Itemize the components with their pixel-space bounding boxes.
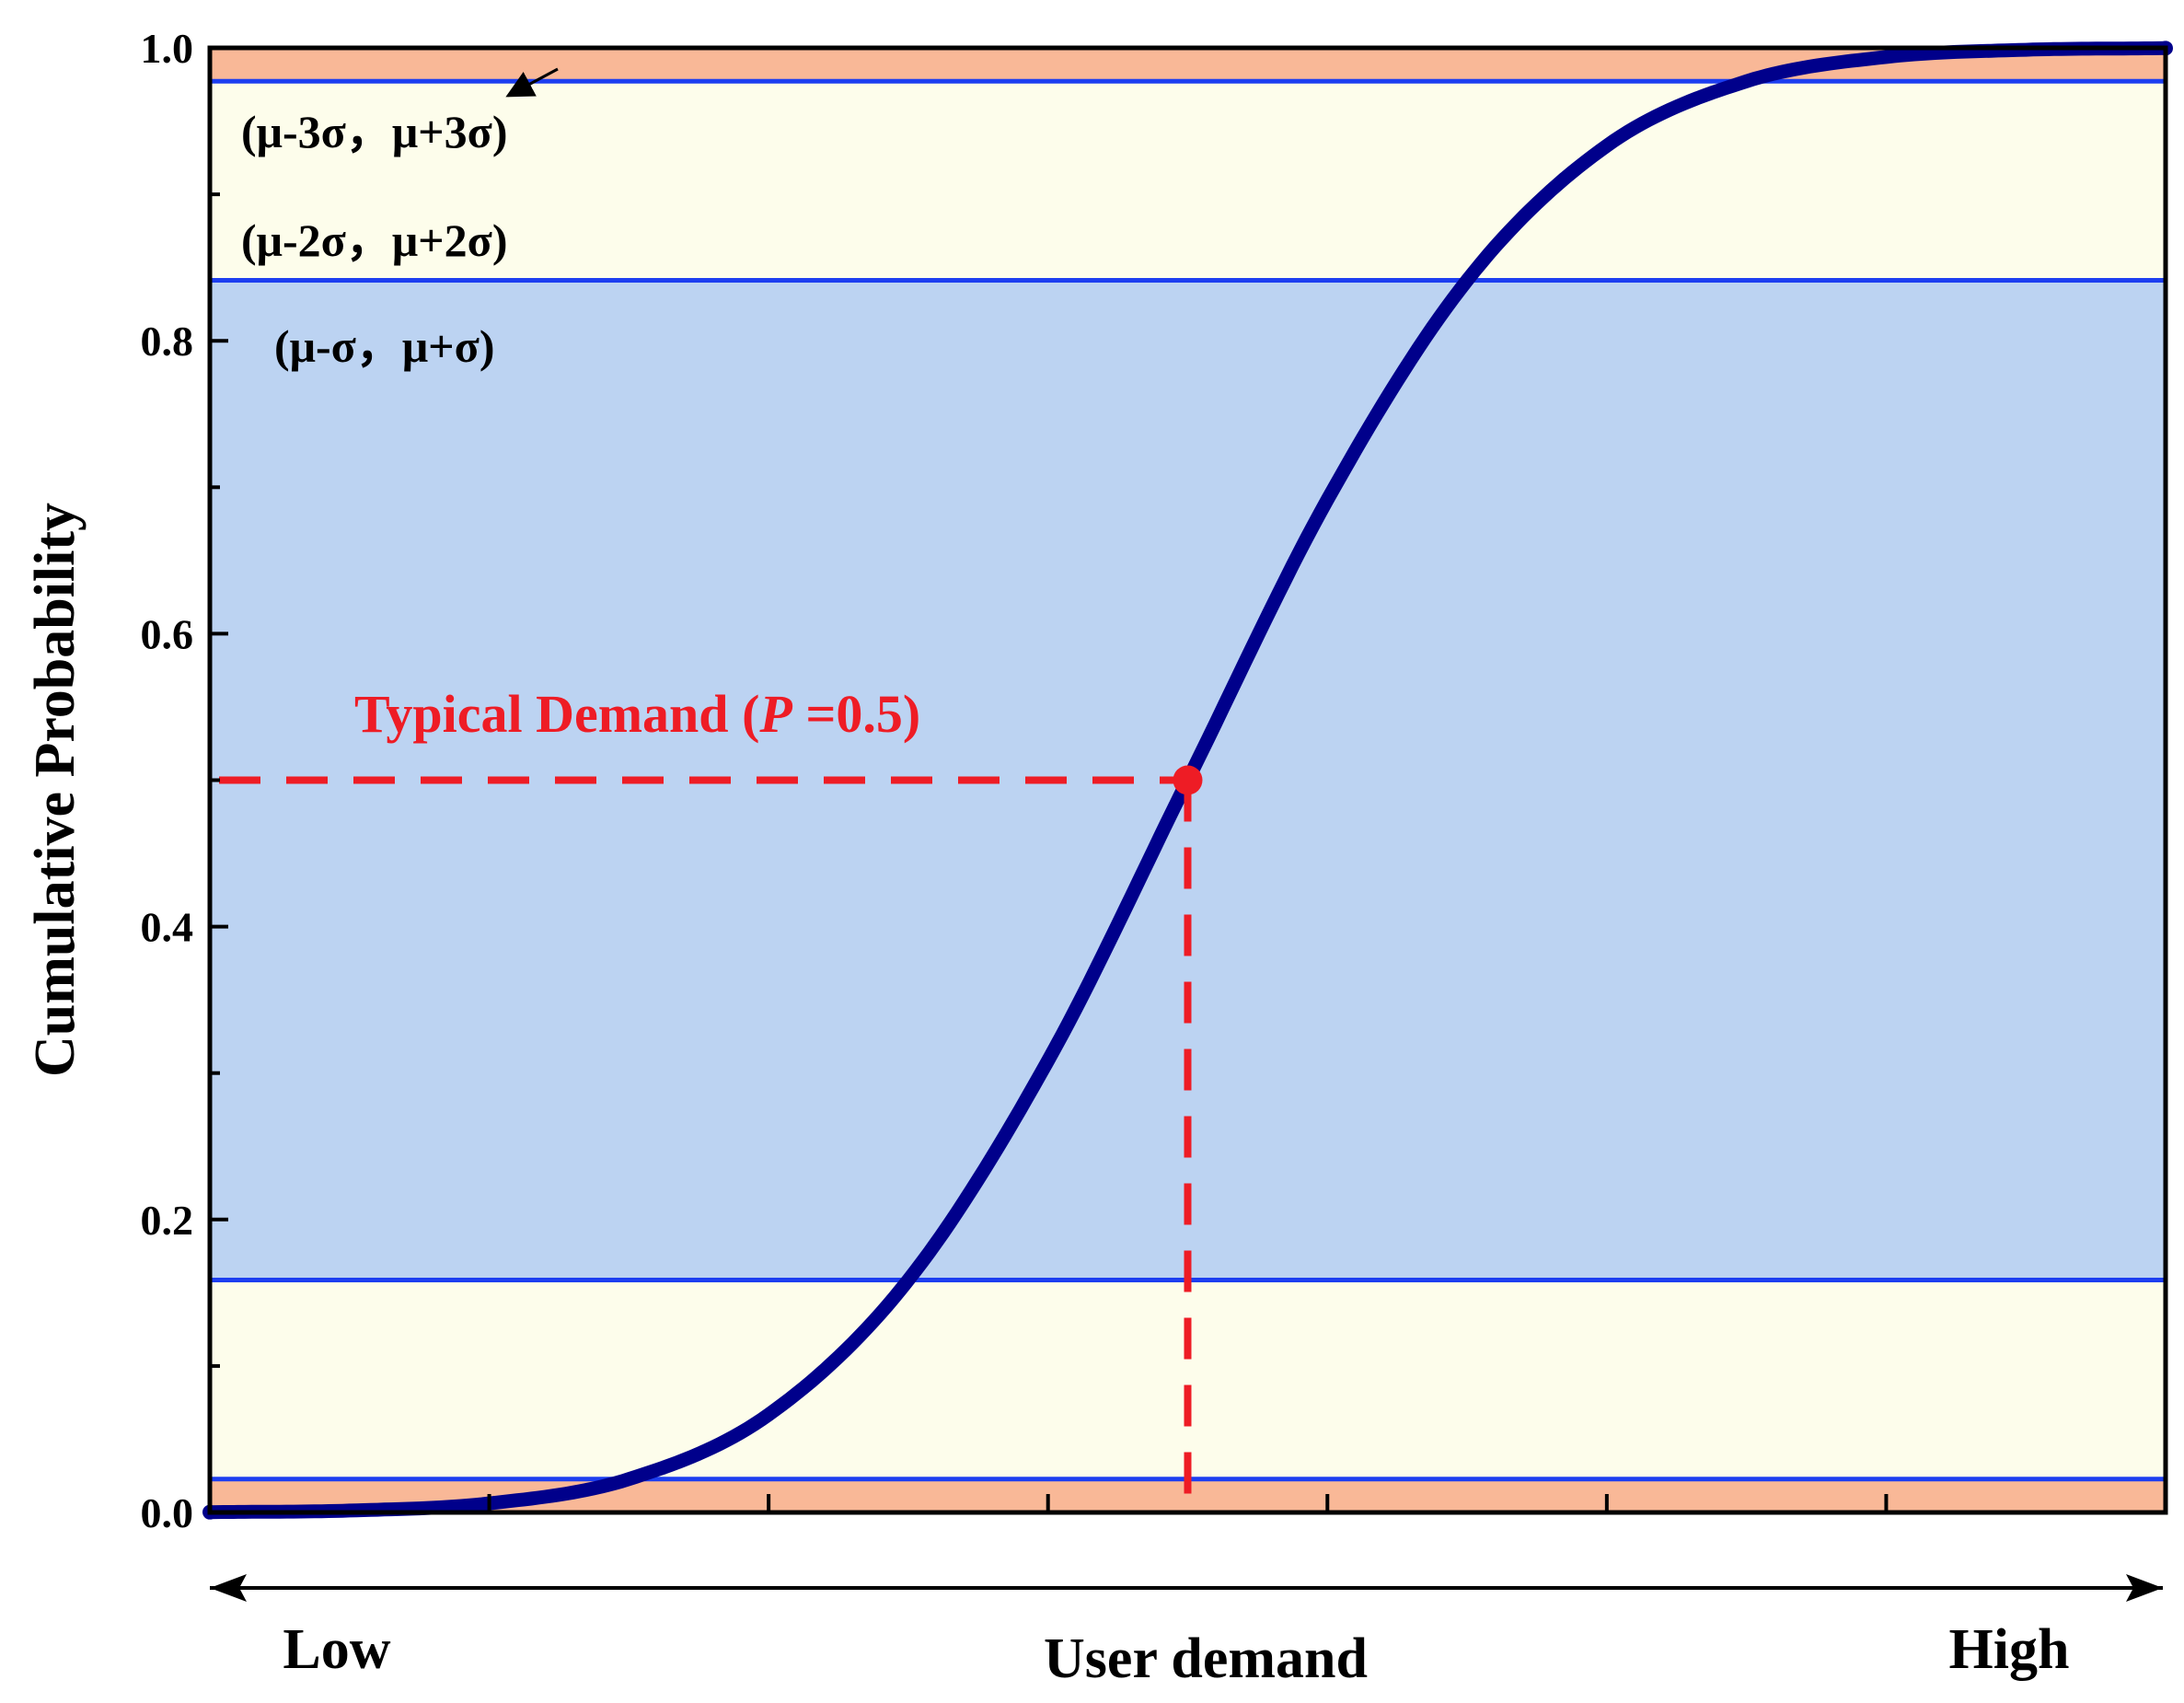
band-label-3sigma: (μ-3σ，μ+3σ) [241, 106, 508, 157]
typical-demand-annotation [219, 765, 1203, 1512]
y-tick-label: 0.8 [141, 318, 194, 365]
band-mid-low [210, 1280, 2166, 1479]
y-tick-label: 0.2 [141, 1197, 194, 1244]
arrow-left-icon [210, 1574, 247, 1602]
y-tick-label: 0.4 [141, 904, 194, 951]
band-label-3sigma-pointer-icon [505, 67, 559, 98]
arrow-right-icon [2126, 1574, 2163, 1602]
x-high-label: High [1949, 1618, 2070, 1681]
y-axis-title: Cumulative Probability [24, 503, 87, 1077]
y-tick-label: 1.0 [141, 25, 194, 72]
y-tick-label: 0.0 [141, 1489, 194, 1536]
band-label-1sigma: (μ-σ，μ+σ) [274, 320, 495, 372]
typical-demand-label: Typical Demand (P =0.5) [354, 684, 920, 744]
band-label-2sigma: (μ-2σ，μ+2σ) [241, 214, 508, 266]
band-labels: (μ-3σ，μ+3σ) (μ-2σ，μ+2σ) (μ-σ，μ+σ) [241, 67, 559, 372]
x-axis-direction-arrow [210, 1574, 2163, 1602]
x-low-label: Low [283, 1618, 390, 1681]
y-tick-labels: 0.0 0.2 0.4 0.6 0.8 1.0 [141, 25, 194, 1536]
typical-demand-point [1173, 765, 1203, 795]
axis-ticks [210, 46, 1889, 1514]
band-mid-high [210, 81, 2166, 281]
y-tick-label: 0.6 [141, 610, 194, 657]
x-axis-title: User demand [1044, 1628, 1368, 1690]
